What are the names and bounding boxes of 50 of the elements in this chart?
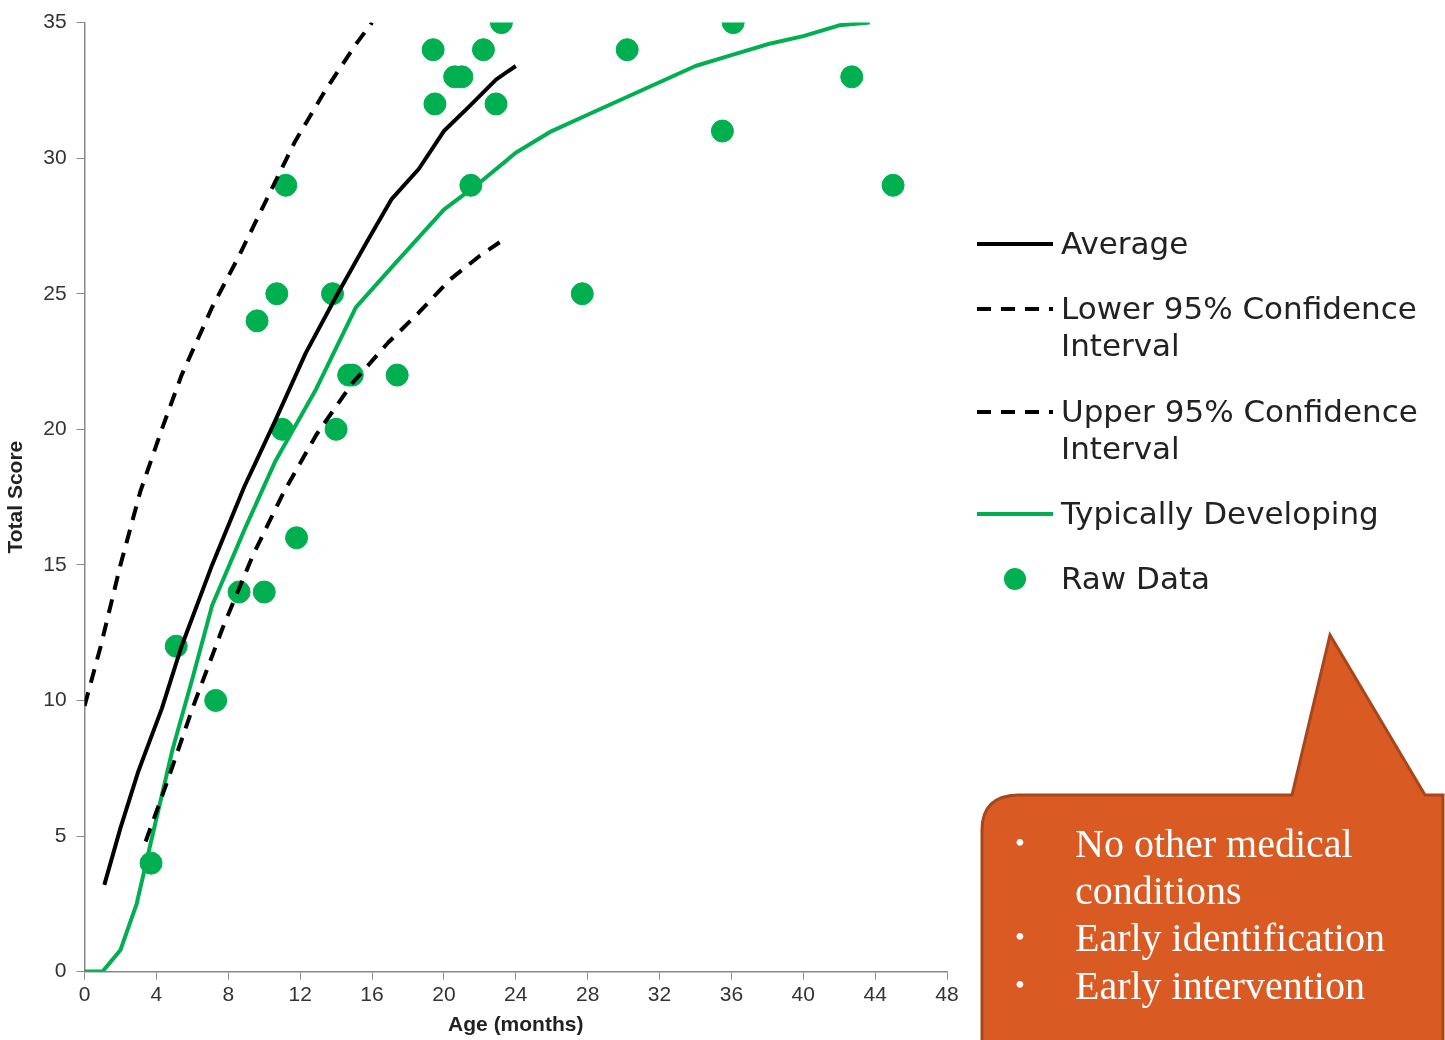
point (274, 173, 298, 197)
point (881, 173, 905, 197)
point (570, 282, 594, 306)
point (484, 92, 508, 116)
x-tick-label: 16 (360, 982, 384, 1005)
point (421, 38, 445, 62)
y-tick-label: 30 (43, 144, 67, 168)
x-tick-label: 36 (719, 982, 744, 1005)
point (324, 417, 348, 441)
x-tick-label: 44 (863, 982, 888, 1005)
x-tick-label: 32 (647, 982, 672, 1005)
line-series (84, 22, 375, 708)
point (245, 309, 269, 333)
y-tick-label: 15 (43, 551, 67, 575)
y-tick-label: 10 (43, 687, 67, 711)
line-series (143, 240, 502, 844)
legend-label: Raw Data (1061, 560, 1211, 598)
y-tick-label: 5 (54, 822, 67, 846)
point (615, 38, 639, 62)
point (265, 282, 289, 306)
x-tick-label: 24 (504, 982, 528, 1005)
legend-label: Lower 95% Confidence Interval (1061, 290, 1418, 365)
point (840, 65, 864, 89)
y-tick-label: 20 (43, 416, 67, 440)
legend-label: Typically Developing (1061, 494, 1379, 533)
point (471, 38, 495, 62)
x-tick-label: 40 (791, 982, 815, 1005)
y-tick-label: 25 (43, 280, 67, 304)
x-tick-label: 48 (935, 982, 959, 1005)
x-tick-label: 20 (432, 982, 456, 1005)
x-tick-label: 0 (78, 982, 91, 1005)
point (285, 526, 309, 550)
x-tick-label: 8 (222, 982, 235, 1005)
text: • No other medical conditions (1015, 821, 1353, 914)
y-axis-title: Total Score (3, 440, 27, 554)
x-tick-label: 12 (288, 982, 312, 1005)
legend-label: Average (1061, 225, 1189, 263)
text: • Early identification (1015, 915, 1385, 961)
y-tick-label: 0 (54, 958, 67, 982)
point (423, 92, 447, 116)
x-axis-title: Age (months) (448, 1012, 584, 1036)
point (385, 363, 409, 387)
y-tick-label: 35 (43, 9, 67, 33)
point (252, 580, 276, 604)
legend-label: Upper 95% Confidence Interval (1061, 392, 1419, 467)
point (710, 119, 734, 143)
point (204, 688, 228, 712)
text: • Early intervention (1015, 962, 1365, 1008)
x-tick-label: 28 (575, 982, 600, 1005)
x-tick-label: 4 (150, 982, 163, 1005)
